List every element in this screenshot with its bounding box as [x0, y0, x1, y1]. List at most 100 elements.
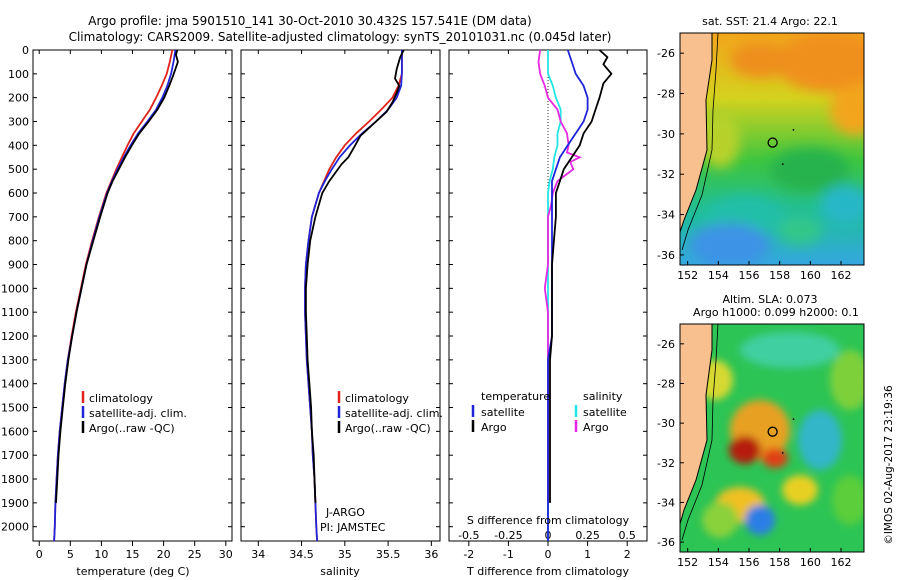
temperature-axes [32, 49, 233, 542]
series-line-climatology [304, 50, 403, 542]
title-line-2: Climatology: CARS2009. Satellite-adjuste… [69, 30, 612, 44]
map-y-tick-label: -36 [657, 249, 675, 262]
map-x-tick-label: 162 [831, 269, 852, 282]
series-line-t-argo [549, 49, 613, 503]
y-tick-label: 600 [8, 187, 29, 200]
y-tick-label: 1600 [1, 425, 29, 438]
x-tick-label: -1 [503, 548, 514, 561]
legend-title-temperature: temperature [481, 390, 550, 403]
x-tick-label: 30 [219, 548, 233, 561]
x-tick-label: 35.5 [376, 548, 401, 561]
map-x-tick-label: 152 [677, 556, 698, 569]
legend-label-argo: Argo(..raw -QC) [345, 422, 431, 435]
difference-xlabel-top: S difference from climatology [467, 514, 630, 527]
x-tick-label: 10 [94, 548, 108, 561]
temperature-legend: climatology satellite-adj. clim. Argo(..… [81, 391, 187, 435]
y-tick-label: 1300 [1, 354, 29, 367]
sla-map [680, 324, 864, 552]
s-tick-label: -0.5 [458, 529, 479, 542]
difference-legend: temperature satellite Argo salinity sate… [471, 390, 627, 434]
map-x-tick-label: 154 [708, 269, 729, 282]
y-tick-label: 1900 [1, 497, 29, 510]
x-tick-label: 36 [424, 548, 438, 561]
x-tick-label: 2 [624, 548, 631, 561]
map-y-tick-label: -26 [657, 338, 675, 351]
y-tick-label: 400 [8, 139, 29, 152]
land-australia [680, 324, 712, 524]
map-x-tick-label: 158 [769, 556, 790, 569]
series-line-climatology [53, 49, 174, 542]
x-tick-label: 25 [188, 548, 202, 561]
map-y-tick-label: -28 [657, 88, 675, 101]
map-x-tick-label: 162 [831, 556, 852, 569]
sst-map-frame [679, 32, 865, 266]
map-x-tick-label: 152 [677, 269, 698, 282]
temperature-xlabel: temperature (deg C) [76, 565, 189, 578]
y-tick-label: 1500 [1, 402, 29, 415]
map-y-tick-label: -36 [657, 536, 675, 549]
series-line-t-satellite [547, 49, 589, 541]
y-tick-label: 0 [22, 44, 29, 57]
isobath [681, 33, 719, 251]
x-tick-label: 0 [36, 548, 43, 561]
map-x-tick-label: 156 [739, 556, 760, 569]
map-y-tick-label: -32 [657, 457, 675, 470]
y-tick-label: 800 [8, 235, 29, 248]
coastline [680, 33, 713, 233]
legend-label-climatology: climatology [345, 392, 409, 405]
legend-title-salinity: salinity [583, 390, 623, 403]
x-tick-label: 1 [584, 548, 591, 561]
x-tick-label: 35 [338, 548, 352, 561]
x-tick-label: 15 [126, 548, 140, 561]
salinity-plot: 34 34.5 35 35.5 36 [241, 49, 440, 561]
x-tick-label: 34 [251, 548, 265, 561]
map-y-tick-label: -26 [657, 47, 675, 60]
y-tick-label: 300 [8, 116, 29, 129]
x-tick-label: 5 [67, 548, 74, 561]
legend-label-satellite: satellite-adj. clim. [89, 407, 187, 420]
sst-map-title: sat. SST: 21.4 Argo: 22.1 [702, 15, 838, 28]
y-tick-label: 1800 [1, 473, 29, 486]
sst-map [680, 33, 864, 265]
s-tick-label: 0.5 [618, 529, 636, 542]
difference-plot: -2 -1 0 1 2-0.5 -0.25 0 0.25 0.5 [449, 49, 647, 561]
sst-features [690, 33, 864, 265]
salinity-legend: climatology satellite-adj. clim. Argo(..… [337, 391, 443, 435]
series-line-satellite-adj-clim- [304, 50, 403, 542]
legend-label-t-argo: Argo [481, 421, 507, 434]
legend-label-climatology: climatology [89, 392, 153, 405]
x-tick-label: 34.5 [289, 548, 314, 561]
salinity-axes [240, 49, 441, 542]
y-tick-label: 100 [8, 68, 29, 81]
x-tick-label: 20 [157, 548, 171, 561]
legend-label-satellite: satellite-adj. clim. [345, 407, 443, 420]
salinity-xlabel: salinity [320, 565, 360, 578]
island [792, 418, 795, 421]
series-line-s-argo [537, 49, 582, 503]
series-line-satellite-adj-clim- [53, 49, 177, 542]
sst-map-ticks: 152 154 156 158 160 162 -26 -28 -30 -32 -34 -36 [657, 47, 851, 282]
legend-label-s-argo: Argo [583, 421, 609, 434]
isobath [681, 324, 719, 541]
map-x-tick-label: 156 [739, 269, 760, 282]
sla-map-title-1: Altim. SLA: 0.073 [722, 293, 817, 306]
y-tick-label: 500 [8, 163, 29, 176]
y-tick-label: 1200 [1, 330, 29, 343]
island [792, 128, 795, 131]
imos-stamp: ©IMOS 02-Aug-2017 23:19:36 [883, 385, 895, 545]
temperature-plot: 0100200300400500600700800900100011001200… [1, 44, 233, 561]
difference-xlabel: T difference from climatology [466, 565, 629, 578]
y-tick-label: 1700 [1, 449, 29, 462]
map-y-tick-label: -34 [657, 496, 675, 509]
map-x-tick-label: 158 [769, 269, 790, 282]
coastline [680, 324, 713, 525]
legend-label-s-satellite: satellite [583, 406, 627, 419]
series-line-argo [305, 49, 405, 503]
land-australia [680, 33, 712, 232]
float-position-marker [767, 137, 778, 148]
x-tick-label: -2 [463, 548, 474, 561]
sla-map-frame [679, 323, 865, 553]
annotation-pi: PI: JAMSTEC [320, 521, 386, 534]
legend-label-argo: Argo(..raw -QC) [89, 422, 175, 435]
